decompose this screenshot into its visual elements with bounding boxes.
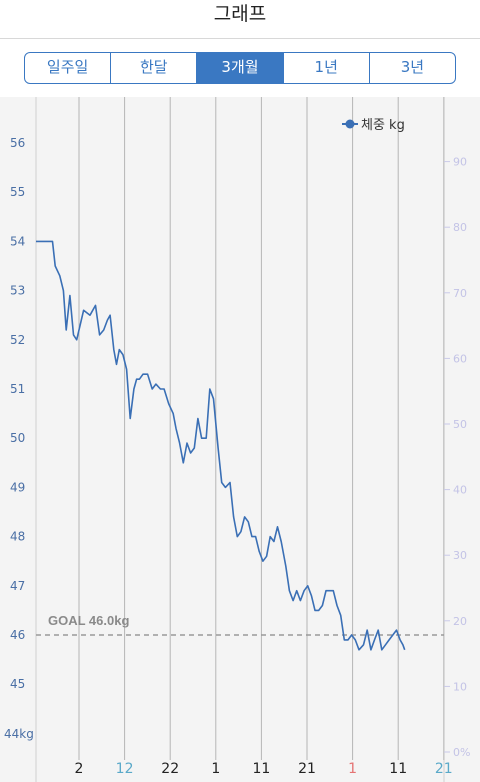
x-tick-label: 1 xyxy=(348,761,357,777)
weight-series-line xyxy=(36,240,406,651)
tab-1-year[interactable]: 1년 xyxy=(284,53,370,83)
x-tick-label: 22 xyxy=(161,761,179,777)
right-axis-label: 10 xyxy=(453,680,467,693)
legend-marker-icon xyxy=(345,119,355,129)
x-tick-label: 2 xyxy=(75,761,84,777)
y-tick-label: 45 xyxy=(10,677,25,691)
y-tick-label: 52 xyxy=(10,333,25,347)
right-axis-label: 70 xyxy=(453,287,467,300)
y-tick-label: 54 xyxy=(10,234,25,248)
right-axis-label: 30 xyxy=(453,549,467,562)
y-tick-label: 53 xyxy=(10,284,25,298)
right-axis-label: 20 xyxy=(453,615,467,628)
y-tick-label: 47 xyxy=(10,579,25,593)
y-tick-label: 55 xyxy=(10,185,25,199)
period-segmented-control: 일주일 한달 3개월 1년 3년 xyxy=(24,52,456,84)
y-tick-label: 46 xyxy=(10,628,25,642)
x-tick-label: 12 xyxy=(116,761,134,777)
page-title: 그래프 xyxy=(213,3,267,25)
right-axis-label: 40 xyxy=(453,484,467,497)
right-axis-label: 60 xyxy=(453,352,467,365)
chart-background xyxy=(0,97,480,782)
y-tick-label: 50 xyxy=(10,431,25,445)
right-axis-label: 0% xyxy=(453,746,470,759)
x-tick-label: 21 xyxy=(435,761,453,777)
x-tick-label: 1 xyxy=(211,761,220,777)
y-tick-label: 48 xyxy=(10,530,25,544)
header-divider xyxy=(0,38,480,39)
y-tick-label: 56 xyxy=(10,136,25,150)
goal-label: GOAL 46.0kg xyxy=(48,613,129,628)
legend-label: 체중 kg xyxy=(361,118,405,133)
y-tick-label: 49 xyxy=(10,480,25,494)
tab-week[interactable]: 일주일 xyxy=(25,53,112,83)
x-tick-label: 11 xyxy=(252,761,270,777)
right-axis-label: 90 xyxy=(453,156,467,169)
right-axis-label: 50 xyxy=(453,418,467,431)
x-tick-label: 11 xyxy=(389,761,407,777)
y-axis-bottom-label: 44kg xyxy=(4,727,34,741)
tab-month[interactable]: 한달 xyxy=(111,53,198,83)
tab-3-months[interactable]: 3개월 xyxy=(197,53,284,83)
y-tick-label: 51 xyxy=(10,382,25,396)
right-axis-label: 80 xyxy=(453,221,467,234)
x-tick-label: 21 xyxy=(298,761,316,777)
legend: 체중 kg xyxy=(342,118,405,133)
tab-3-years[interactable]: 3년 xyxy=(400,58,425,76)
